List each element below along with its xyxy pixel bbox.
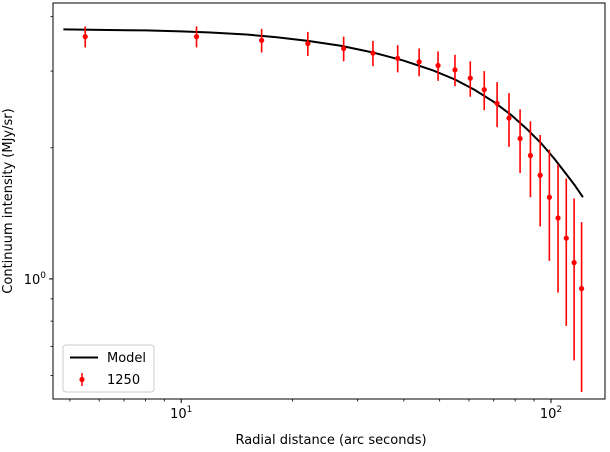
data-point-3	[259, 37, 265, 43]
model-line	[63, 28, 584, 198]
data-point-22	[578, 286, 585, 292]
y-tick-label-1: 100	[24, 271, 47, 288]
data-point-13	[494, 100, 500, 106]
legend-1250-swatch-marker	[79, 376, 85, 383]
data-point-16	[527, 152, 534, 159]
x-tick-label-1: 101	[170, 405, 192, 422]
x-axis-label: Radial distance (arc seconds)	[235, 433, 426, 447]
data-point-2	[193, 34, 200, 40]
data-point-10	[452, 67, 458, 73]
data-point-4	[305, 40, 311, 47]
data-point-19	[555, 215, 561, 221]
legend-1250-label: 1250	[107, 373, 140, 388]
data-point-1	[82, 34, 88, 40]
data-point-12	[481, 87, 487, 93]
data-point-15	[517, 135, 523, 142]
data-point-14	[506, 115, 512, 121]
data-point-5	[341, 45, 347, 52]
legend-model-label: Model	[107, 351, 146, 366]
data-point-17	[537, 172, 543, 178]
plot-area	[63, 26, 585, 392]
y-axis-label: Continuum intensity (MJy/sr)	[1, 108, 16, 293]
data-point-9	[435, 62, 441, 69]
axes-frame	[52, 2, 606, 400]
data-point-8	[416, 59, 422, 65]
data-point-20	[563, 235, 569, 241]
legend: Model 1250	[62, 344, 155, 393]
data-point-6	[370, 50, 376, 56]
data-point-18	[546, 194, 552, 200]
data-point-21	[571, 260, 577, 266]
x-tick-label-2: 102	[540, 405, 562, 422]
data-point-7	[395, 55, 401, 61]
data-point-11	[467, 75, 473, 81]
